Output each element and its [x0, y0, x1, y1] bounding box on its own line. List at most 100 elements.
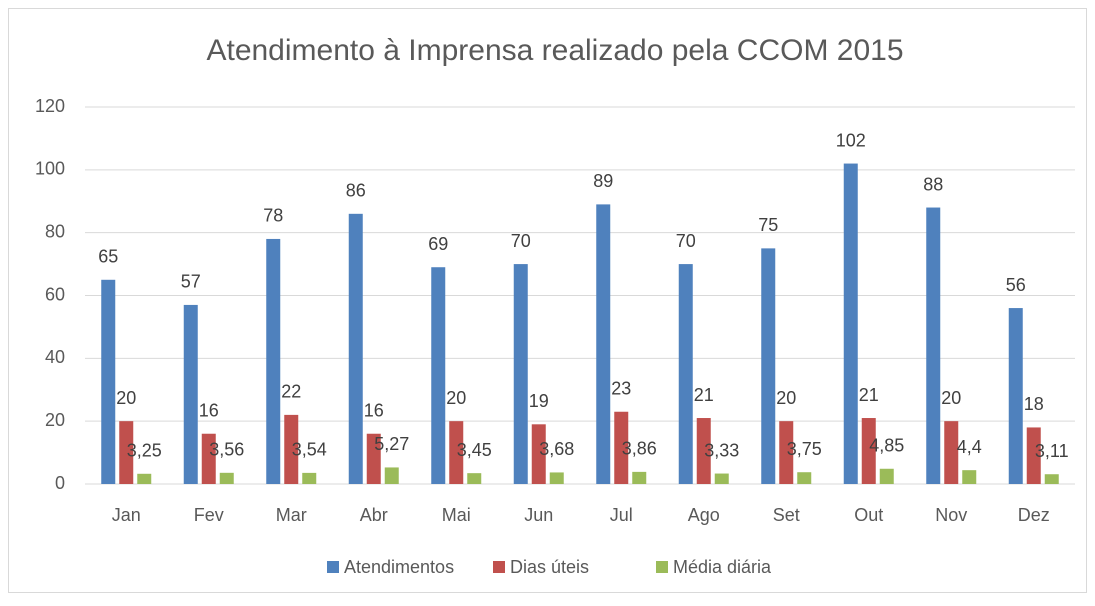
- x-tick-label: Fev: [194, 505, 224, 525]
- bar: [119, 421, 134, 484]
- x-tick-label: Ago: [688, 505, 720, 525]
- x-tick-label: Jun: [524, 505, 553, 525]
- x-tick-label: Nov: [935, 505, 967, 525]
- data-label: 86: [346, 181, 366, 201]
- bar: [366, 433, 381, 484]
- data-label: 3,25: [127, 441, 162, 461]
- bar: [843, 163, 858, 485]
- data-label: 21: [694, 385, 714, 405]
- bar: [467, 473, 482, 484]
- bar: [944, 421, 959, 484]
- bar: [596, 204, 611, 484]
- data-label: 3,54: [292, 440, 327, 460]
- data-label: 20: [116, 388, 136, 408]
- data-label: 78: [263, 206, 283, 226]
- data-label: 19: [529, 391, 549, 411]
- data-label: 3,56: [209, 440, 244, 460]
- data-label: 56: [1006, 275, 1026, 295]
- data-label: 65: [98, 247, 118, 267]
- data-label: 4,4: [957, 437, 982, 457]
- y-tick-label: 60: [45, 284, 65, 304]
- data-label: 70: [676, 231, 696, 251]
- x-tick-label: Mai: [442, 505, 471, 525]
- bar: [678, 264, 693, 484]
- legend-label: Média diária: [673, 557, 772, 577]
- x-tick-label: Out: [854, 505, 883, 525]
- y-tick-label: 0: [55, 473, 65, 493]
- data-label: 3,86: [622, 439, 657, 459]
- y-tick-label: 40: [45, 347, 65, 367]
- bar: [449, 421, 464, 484]
- bar: [926, 207, 941, 485]
- y-tick-label: 80: [45, 221, 65, 241]
- y-tick-label: 120: [35, 96, 65, 116]
- data-label: 88: [923, 174, 943, 194]
- bar: [531, 424, 546, 484]
- data-label: 57: [181, 272, 201, 292]
- bar: [284, 414, 299, 484]
- data-label: 5,27: [374, 434, 409, 454]
- bar: [549, 472, 564, 484]
- bar: [632, 471, 647, 484]
- legend-swatch: [327, 561, 339, 573]
- legend-label: Atendimentos: [344, 557, 454, 577]
- bar: [348, 213, 363, 485]
- x-tick-label: Jan: [112, 505, 141, 525]
- data-label: 16: [364, 400, 384, 420]
- data-label: 3,11: [1035, 441, 1069, 461]
- bar: [431, 267, 446, 484]
- data-label: 18: [1024, 394, 1044, 414]
- bar: [183, 304, 198, 484]
- x-tick-label: Jul: [610, 505, 633, 525]
- bar: [614, 411, 629, 484]
- x-tick-label: Dez: [1018, 505, 1050, 525]
- data-label: 20: [446, 388, 466, 408]
- bar: [201, 433, 216, 484]
- data-label: 3,75: [787, 439, 822, 459]
- data-label: 4,85: [869, 436, 904, 456]
- data-label: 102: [836, 130, 866, 150]
- chart-border: [8, 8, 1087, 593]
- bar: [696, 418, 711, 484]
- x-tick-label: Abr: [360, 505, 388, 525]
- data-label: 70: [511, 231, 531, 251]
- data-label: 21: [859, 385, 879, 405]
- bar: [779, 421, 794, 484]
- legend-swatch: [656, 561, 668, 573]
- bar: [1026, 427, 1041, 484]
- x-tick-label: Set: [773, 505, 800, 525]
- data-label: 69: [428, 234, 448, 254]
- bar: [1008, 308, 1023, 484]
- y-tick-label: 100: [35, 159, 65, 179]
- bar: [266, 238, 281, 484]
- data-label: 3,33: [704, 440, 739, 460]
- bar: [962, 470, 977, 484]
- bar: [761, 248, 776, 484]
- bar: [1044, 474, 1059, 484]
- legend-swatch: [493, 561, 505, 573]
- bar: [861, 418, 876, 484]
- data-label: 16: [199, 400, 219, 420]
- bar: [101, 279, 116, 484]
- data-label: 23: [611, 378, 631, 398]
- bar: [384, 467, 399, 484]
- data-label: 3,68: [539, 439, 574, 459]
- bar: [714, 473, 729, 484]
- data-label: 22: [281, 382, 301, 402]
- bar: [797, 472, 812, 484]
- data-label: 89: [593, 171, 613, 191]
- bar: [219, 472, 234, 484]
- bar: [302, 472, 317, 484]
- bar: [879, 468, 894, 484]
- chart-title: Atendimento à Imprensa realizado pela CC…: [206, 34, 903, 67]
- legend-label: Dias úteis: [510, 557, 589, 577]
- x-tick-label: Mar: [276, 505, 307, 525]
- data-label: 75: [758, 215, 778, 235]
- data-label: 3,45: [457, 440, 492, 460]
- bar: [513, 264, 528, 484]
- bar: [137, 473, 152, 484]
- y-tick-label: 20: [45, 410, 65, 430]
- data-label: 20: [776, 388, 796, 408]
- data-label: 20: [941, 388, 961, 408]
